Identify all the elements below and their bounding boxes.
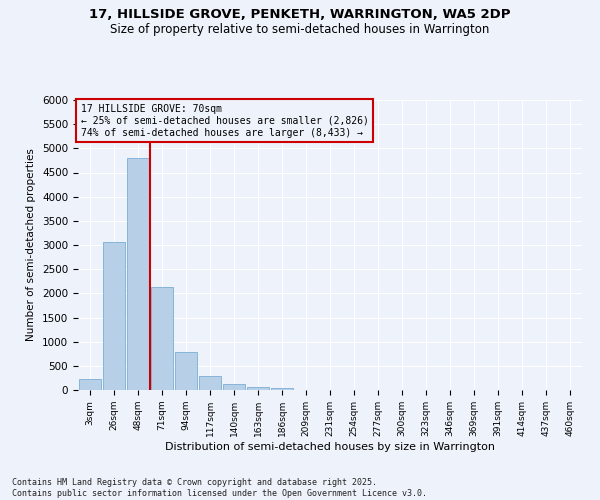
Bar: [247, 387, 269, 390]
Text: Distribution of semi-detached houses by size in Warrington: Distribution of semi-detached houses by …: [165, 442, 495, 452]
Bar: [151, 286, 173, 390]
Bar: [103, 242, 125, 390]
Bar: [79, 379, 101, 390]
Bar: [199, 376, 221, 390]
Text: 17 HILLSIDE GROVE: 70sqm
← 25% of semi-detached houses are smaller (2,826)
74% o: 17 HILLSIDE GROVE: 70sqm ← 25% of semi-d…: [80, 104, 368, 138]
Bar: [223, 384, 245, 390]
Bar: [175, 352, 197, 390]
Text: Size of property relative to semi-detached houses in Warrington: Size of property relative to semi-detach…: [110, 22, 490, 36]
Bar: [271, 388, 293, 390]
Text: Contains HM Land Registry data © Crown copyright and database right 2025.
Contai: Contains HM Land Registry data © Crown c…: [12, 478, 427, 498]
Bar: [127, 158, 149, 390]
Y-axis label: Number of semi-detached properties: Number of semi-detached properties: [26, 148, 37, 342]
Text: 17, HILLSIDE GROVE, PENKETH, WARRINGTON, WA5 2DP: 17, HILLSIDE GROVE, PENKETH, WARRINGTON,…: [89, 8, 511, 20]
